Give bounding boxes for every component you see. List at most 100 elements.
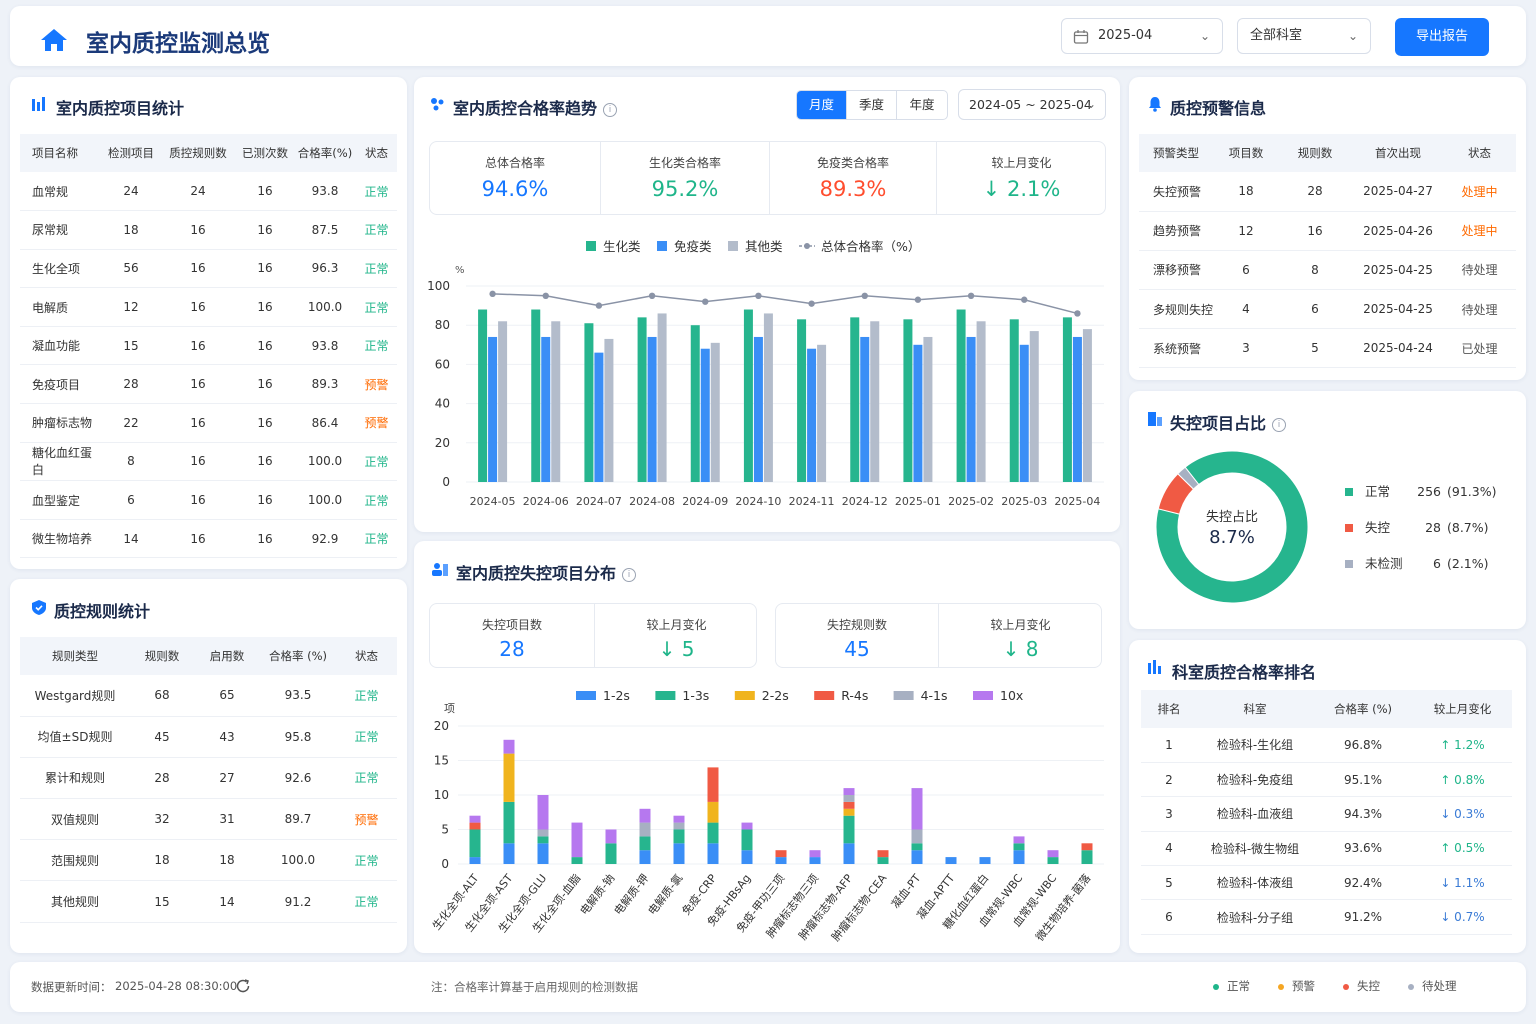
bar bbox=[531, 309, 541, 482]
stacked-bar-segment bbox=[639, 808, 651, 823]
dept-select[interactable]: 全部科室 ⌄ bbox=[1237, 18, 1371, 54]
export-report-button[interactable]: 导出报告 bbox=[1395, 18, 1489, 56]
pass-rate: 92.4% bbox=[1313, 865, 1413, 901]
column-header[interactable]: 预警类型 bbox=[1139, 134, 1215, 172]
item-count: 24 bbox=[102, 172, 160, 212]
dept-name: 检验科-分子组 bbox=[1197, 899, 1313, 935]
pie-legend-item[interactable]: 正常 256 (91.3%) bbox=[1345, 481, 1496, 500]
stacked-bar-segment bbox=[843, 808, 855, 816]
column-header[interactable]: 项目名称 bbox=[20, 134, 102, 172]
column-header[interactable]: 检测项目 bbox=[102, 134, 160, 172]
column-header[interactable]: 首次出现 bbox=[1353, 134, 1443, 172]
info-icon[interactable]: i bbox=[603, 102, 618, 117]
column-header[interactable]: 项目数 bbox=[1215, 134, 1277, 172]
pie-legend-item[interactable]: 失控 28 (8.7%) bbox=[1345, 517, 1489, 536]
table-row[interactable]: 电解质 12 16 16 100.0 正常 bbox=[20, 287, 397, 327]
bar bbox=[647, 336, 657, 482]
rule-count: 5 bbox=[1277, 328, 1353, 369]
x-tick-label: 电解质-氯 bbox=[645, 871, 686, 917]
table-row[interactable]: 生化全项 56 16 16 96.3 正常 bbox=[20, 249, 397, 289]
table-row[interactable]: 均值±SD规则 45 43 95.8 正常 bbox=[20, 716, 397, 758]
kpi-label: 较上月变化 bbox=[646, 618, 707, 632]
table-row[interactable]: 免疫项目 28 16 16 89.3 预警 bbox=[20, 364, 397, 405]
x-tick-label: 凝血-PT bbox=[888, 871, 923, 911]
table-row[interactable]: 凝血功能 15 16 16 93.8 正常 bbox=[20, 326, 397, 366]
column-header[interactable]: 已测次数 bbox=[236, 134, 294, 172]
column-header[interactable]: 状态 bbox=[336, 637, 397, 675]
table-row[interactable]: 糖化血红蛋白 8 16 16 100.0 正常 bbox=[20, 442, 397, 482]
stacked-bar-segment bbox=[469, 822, 481, 830]
item-count: 6 bbox=[102, 480, 160, 520]
column-header[interactable]: 科室 bbox=[1197, 690, 1313, 728]
info-icon[interactable]: i bbox=[1272, 417, 1287, 432]
table-row[interactable]: 系统预警 3 5 2025-04-24 已处理 bbox=[1139, 328, 1516, 369]
table-row[interactable]: 2 检验科-免疫组 95.1% ↑ 0.8% bbox=[1141, 762, 1512, 798]
legend-label: 4-1s bbox=[921, 688, 948, 703]
table-row[interactable]: 5 检验科-体液组 92.4% ↓ 1.1% bbox=[1141, 865, 1512, 901]
table-row[interactable]: 1 检验科-生化组 96.8% ↑ 1.2% bbox=[1141, 728, 1512, 763]
table-row[interactable]: 失控预警 18 28 2025-04-27 处理中 bbox=[1139, 172, 1516, 212]
table-row[interactable]: 范围规则 18 18 100.0 正常 bbox=[20, 839, 397, 882]
table-row[interactable]: 双值规则 32 31 89.7 预警 bbox=[20, 798, 397, 841]
kpi-value: 5 bbox=[681, 637, 695, 661]
column-header[interactable]: 规则数 bbox=[130, 637, 194, 675]
kpi-label: 总体合格率 bbox=[484, 156, 545, 170]
cluster-icon bbox=[431, 98, 444, 111]
tab-yearly[interactable]: 年度 bbox=[909, 97, 935, 112]
rule-count: 18 bbox=[130, 839, 194, 882]
date-range-select[interactable]: 2024-05 ~ 2025-04 ⌄ bbox=[958, 89, 1106, 120]
table-row[interactable]: 6 检验科-分子组 91.2% ↓ 0.7% bbox=[1141, 899, 1512, 935]
chevron-down-icon: ⌄ bbox=[1347, 29, 1358, 43]
table-row[interactable]: 多规则失控 4 6 2025-04-25 待处理 bbox=[1139, 289, 1516, 330]
column-header[interactable]: 合格率 (%) bbox=[260, 637, 336, 675]
kpi-value: 2.1% bbox=[1006, 177, 1061, 201]
column-header[interactable]: 状态 bbox=[1443, 134, 1516, 172]
y-tick-label: 0 bbox=[441, 857, 449, 871]
table-row[interactable]: Westgard规则 68 65 93.5 正常 bbox=[20, 675, 397, 717]
table-row[interactable]: 其他规则 15 14 91.2 正常 bbox=[20, 880, 397, 923]
table-row[interactable]: 微生物培养 14 16 16 92.9 正常 bbox=[20, 519, 397, 559]
kpi-label: 较上月变化 bbox=[990, 618, 1051, 632]
status-badge: 预警 bbox=[336, 798, 397, 841]
stats-card: 室内质控项目统计 项目名称 检测项目 质控规则数 已测次数 合格率(%) 状态 血常规 24 2… bbox=[10, 77, 407, 569]
column-header[interactable]: 合格率(%) bbox=[294, 134, 356, 172]
legend-label: R-4s bbox=[841, 688, 868, 703]
column-header[interactable]: 规则类型 bbox=[20, 637, 130, 675]
table-row[interactable]: 尿常规 18 16 16 87.5 正常 bbox=[20, 210, 397, 250]
status-badge: 正常 bbox=[356, 249, 397, 289]
column-header[interactable]: 启用数 bbox=[194, 637, 260, 675]
y-tick-label: 5 bbox=[441, 823, 449, 837]
line-point bbox=[861, 292, 868, 299]
column-header[interactable]: 状态 bbox=[356, 134, 397, 172]
tab-quarterly[interactable]: 季度 bbox=[847, 91, 897, 119]
tab-monthly[interactable]: 月度 bbox=[797, 91, 847, 119]
refresh-icon[interactable] bbox=[235, 978, 251, 994]
status-legend-item: 正常 bbox=[1213, 979, 1250, 993]
column-header[interactable]: 合格率 (%) bbox=[1313, 690, 1413, 728]
stacked-bar-segment bbox=[469, 857, 481, 864]
table-row[interactable]: 3 检验科-血液组 94.3% ↓ 0.3% bbox=[1141, 796, 1512, 832]
column-header[interactable]: 规则数 bbox=[1277, 134, 1353, 172]
table-row[interactable]: 肿瘤标志物 22 16 16 86.4 预警 bbox=[20, 403, 397, 443]
column-header[interactable]: 较上月变化 bbox=[1413, 690, 1512, 728]
status-badge: 正常 bbox=[356, 519, 397, 559]
pass-rate: 89.3 bbox=[294, 364, 356, 405]
column-header[interactable]: 排名 bbox=[1141, 690, 1197, 728]
column-header[interactable]: 质控规则数 bbox=[160, 134, 236, 172]
test-count: 16 bbox=[236, 210, 294, 250]
stacked-bar-segment bbox=[605, 843, 617, 864]
legend-swatch bbox=[1345, 524, 1353, 532]
home-icon[interactable] bbox=[40, 28, 68, 52]
bar bbox=[584, 323, 594, 482]
table-row[interactable]: 累计和规则 28 27 92.6 正常 bbox=[20, 757, 397, 800]
table-row[interactable]: 趋势预警 12 16 2025-04-26 处理中 bbox=[1139, 211, 1516, 251]
table-row[interactable]: 血常规 24 24 16 93.8 正常 bbox=[20, 172, 397, 212]
bar bbox=[700, 348, 710, 482]
table-row[interactable]: 血型鉴定 6 16 16 100.0 正常 bbox=[20, 480, 397, 520]
table-row[interactable]: 漂移预警 6 8 2025-04-25 待处理 bbox=[1139, 250, 1516, 291]
table-row[interactable]: 4 检验科-微生物组 93.6% ↑ 0.5% bbox=[1141, 831, 1512, 867]
month-select[interactable]: 2025-04 ⌄ bbox=[1061, 18, 1223, 54]
pie-legend-item[interactable]: 未检测 6 (2.1%) bbox=[1345, 553, 1489, 572]
status-badge: 预警 bbox=[356, 403, 397, 443]
info-icon[interactable]: i bbox=[622, 567, 637, 582]
